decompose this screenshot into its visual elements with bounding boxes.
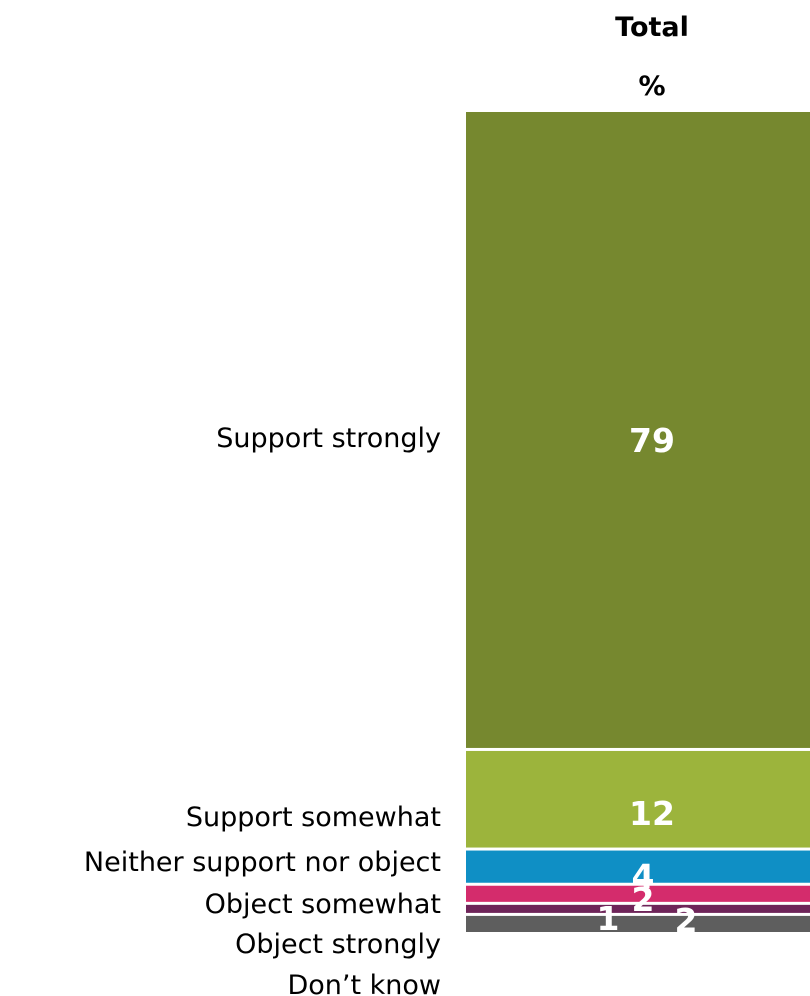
bar-segment-1 [466, 750, 810, 848]
bar-segment-4 [466, 904, 810, 913]
value-label-0: 79 [629, 421, 675, 460]
bar-segment-2 [466, 850, 810, 883]
bar-segment-3 [466, 885, 810, 902]
category-labels: Support strongly Support somewhat Neither … [84, 423, 441, 996]
bar-segment-5 [466, 915, 810, 932]
category-label-2: Neither support nor object [84, 847, 441, 878]
unit-header: % [638, 71, 665, 102]
bar-segment-0 [466, 112, 810, 748]
category-label-4: Object strongly [235, 929, 441, 960]
category-label-1: Support somewhat [186, 802, 441, 833]
category-label-3: Object somewhat [205, 889, 441, 920]
category-label-0: Support strongly [216, 423, 441, 454]
value-label-4: 1 [597, 899, 620, 938]
value-label-2: 4 [632, 857, 655, 896]
value-label-1: 12 [629, 794, 675, 833]
category-label-5: Don’t know [287, 970, 441, 996]
bar-segments [466, 112, 810, 932]
value-label-5: 2 [675, 901, 698, 940]
value-label-3: 2 [632, 880, 655, 919]
column-header: Total [615, 12, 689, 43]
